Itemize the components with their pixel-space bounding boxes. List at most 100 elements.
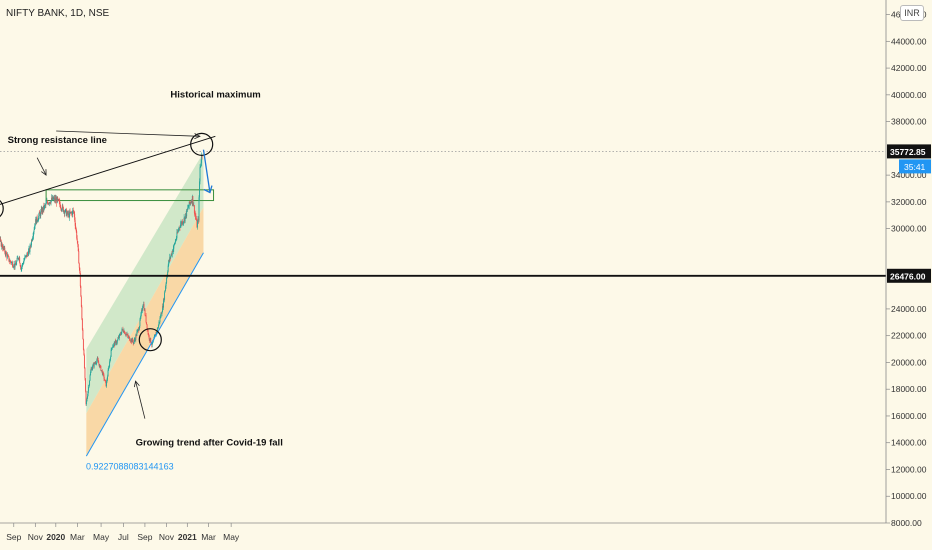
candle-body [77, 244, 79, 252]
candle-body [32, 236, 34, 239]
candle-body [39, 212, 41, 214]
highlight-circle[interactable] [190, 132, 214, 156]
candle-body [87, 395, 88, 399]
candle-body [172, 248, 174, 252]
candle-body [43, 205, 45, 210]
candle-body [200, 165, 201, 168]
candle-body [136, 332, 138, 336]
candle-body [95, 363, 97, 364]
current-price-tag[interactable] [887, 144, 931, 159]
candle-body [38, 215, 40, 220]
candle-body [151, 342, 153, 346]
candle-body [79, 267, 81, 273]
highlight-circle[interactable] [0, 198, 4, 220]
candle-body [54, 197, 56, 201]
candle-body [98, 362, 100, 365]
candle-body [142, 304, 144, 309]
candle-body [18, 257, 20, 259]
candle-body [30, 245, 31, 247]
candle-body [13, 264, 15, 267]
candle-body [137, 329, 139, 331]
candle-body [186, 209, 188, 217]
candle-body [175, 237, 177, 240]
candle-body [72, 210, 74, 215]
candle-body [149, 337, 151, 341]
x-tick-label: Jul [118, 532, 129, 542]
candle-body [54, 198, 56, 201]
candle-body [73, 210, 75, 212]
candle-body [23, 260, 25, 264]
candle-body [129, 340, 131, 342]
candle-body [86, 401, 87, 405]
candle-body [183, 217, 185, 222]
candle-body [60, 207, 62, 209]
candle-body [193, 205, 195, 207]
candle-body [111, 347, 113, 350]
candle-body [121, 329, 123, 330]
candle-body [109, 358, 111, 362]
candle-body [45, 202, 47, 204]
candle-body [171, 253, 173, 255]
candle-body [34, 226, 36, 230]
candle-body [12, 266, 14, 268]
candle-body [169, 257, 171, 259]
symbol-title[interactable]: NIFTY BANK, 1D, NSE [6, 8, 110, 19]
candle-body [36, 216, 38, 221]
candle-body [25, 255, 27, 257]
resistance-trendline[interactable] [0, 135, 216, 218]
candle-body [127, 335, 129, 338]
candle-body [37, 219, 39, 221]
candle-body [4, 247, 6, 253]
candle-body [105, 380, 106, 382]
candle-body [172, 251, 174, 252]
candle-body [20, 268, 22, 270]
y-tick-label: 30000.00 [891, 224, 927, 234]
candle-body [29, 245, 31, 252]
candle-body [199, 167, 201, 182]
candle-body [35, 219, 37, 226]
candle-body [112, 346, 114, 348]
forecast-arrow[interactable] [202, 149, 211, 193]
candle-body [164, 292, 166, 300]
candle-body [187, 207, 189, 209]
candle-body [11, 262, 13, 263]
candle-body [53, 198, 55, 200]
candle-body [41, 208, 43, 214]
highlight-circle[interactable] [138, 328, 162, 352]
candle-body [43, 205, 45, 210]
candle-body [92, 365, 94, 369]
candle-body [11, 262, 12, 264]
candle-body [92, 364, 94, 366]
candle-body [107, 370, 109, 377]
candle-body [17, 257, 19, 259]
candle-body [133, 342, 135, 344]
candle-body [82, 339, 84, 350]
candle-body [125, 333, 127, 335]
candle-body [173, 244, 175, 249]
candle-body [101, 370, 103, 372]
candle-body [163, 298, 165, 300]
candle-body [62, 205, 64, 208]
candle-body [162, 305, 164, 308]
candle-body [60, 208, 62, 210]
channel-lower-line[interactable] [85, 252, 204, 457]
candle-body [147, 330, 149, 335]
level-price-tag[interactable] [887, 268, 931, 283]
currency-badge[interactable]: INR [900, 5, 924, 21]
candle-body [78, 263, 80, 268]
channel-upper-zone [86, 152, 204, 414]
candle-body [99, 365, 101, 367]
candle-body [117, 339, 119, 341]
candle-body [96, 360, 98, 364]
candle-body [22, 263, 24, 265]
candle-body [15, 264, 17, 266]
candle-body [59, 204, 61, 208]
y-tick-label: 18000.00 [891, 384, 927, 394]
candle-body [111, 347, 113, 349]
candle-body [126, 334, 128, 335]
resistance-zone-box[interactable] [45, 189, 215, 202]
candle-body [135, 334, 137, 341]
candle-body [201, 155, 203, 157]
candle-body [117, 337, 119, 340]
